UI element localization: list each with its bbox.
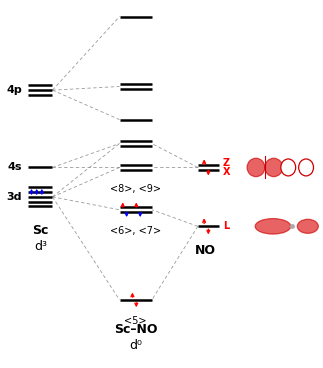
Text: <8>, <9>: <8>, <9> [110, 184, 161, 194]
Text: <5>: <5> [124, 316, 147, 326]
Text: NO: NO [194, 244, 216, 257]
Text: 4p: 4p [6, 85, 22, 95]
Text: X: X [223, 167, 230, 177]
Ellipse shape [265, 158, 283, 177]
Text: L: L [223, 221, 229, 231]
Text: Sc–NO: Sc–NO [114, 323, 157, 336]
Ellipse shape [247, 158, 265, 177]
Text: d³: d³ [34, 240, 47, 253]
Text: <6>, <7>: <6>, <7> [110, 226, 161, 236]
Ellipse shape [297, 219, 318, 233]
Text: Sc: Sc [32, 223, 48, 237]
Text: Z: Z [223, 158, 230, 168]
Ellipse shape [255, 219, 291, 234]
Text: 4s: 4s [7, 162, 22, 173]
Ellipse shape [281, 159, 296, 176]
Text: 3d: 3d [6, 192, 22, 202]
Text: d⁰: d⁰ [129, 339, 142, 353]
Ellipse shape [299, 159, 314, 176]
